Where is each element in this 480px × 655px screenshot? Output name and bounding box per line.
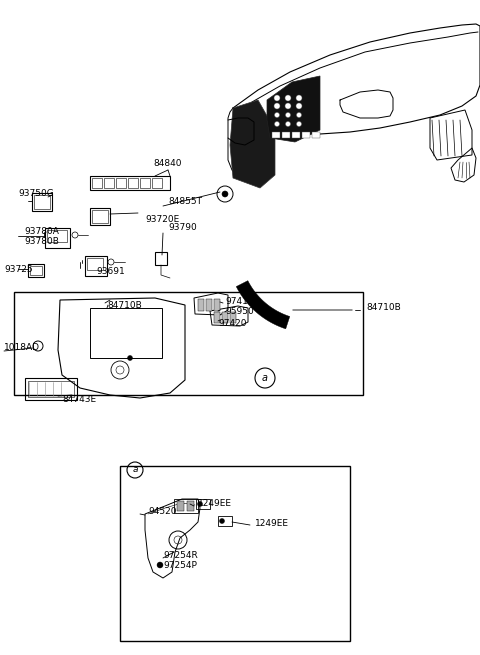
Circle shape (275, 121, 279, 126)
Bar (92, 178, 102, 188)
Text: a: a (262, 373, 268, 383)
Bar (155, 252, 167, 265)
Circle shape (285, 103, 291, 109)
Text: 97254P: 97254P (163, 561, 197, 571)
Circle shape (222, 191, 228, 197)
Bar (90, 308, 162, 358)
Bar (25, 378, 77, 400)
Text: 93780A: 93780A (24, 227, 59, 236)
Text: 1018AD: 1018AD (4, 343, 40, 352)
Bar (282, 132, 290, 138)
Circle shape (157, 562, 163, 568)
Circle shape (286, 113, 290, 117)
Bar (128, 178, 138, 188)
Text: 97254R: 97254R (163, 552, 198, 561)
Circle shape (197, 502, 203, 506)
Text: 84855T: 84855T (168, 198, 202, 206)
Bar (152, 178, 162, 188)
Text: 93720E: 93720E (145, 214, 179, 223)
Text: 94520: 94520 (148, 508, 177, 517)
Text: 1249EE: 1249EE (255, 519, 289, 529)
Bar (214, 312, 220, 323)
Text: 84840: 84840 (154, 159, 182, 168)
Bar (116, 178, 126, 188)
Bar (230, 312, 236, 323)
Text: 93750G: 93750G (18, 189, 54, 198)
Bar (87, 258, 103, 270)
Bar (214, 299, 220, 311)
Polygon shape (230, 100, 275, 188)
Bar (196, 499, 210, 509)
Polygon shape (236, 281, 290, 329)
Polygon shape (267, 76, 320, 142)
Bar (28, 264, 44, 277)
Bar (85, 256, 107, 276)
Text: 93691: 93691 (96, 267, 125, 276)
Circle shape (128, 356, 132, 360)
Circle shape (274, 95, 280, 101)
Bar (32, 193, 52, 211)
Bar (47, 230, 67, 242)
Text: 95950: 95950 (225, 307, 254, 316)
Text: 93725: 93725 (4, 265, 33, 274)
Text: 93790: 93790 (168, 223, 197, 233)
Text: 93780B: 93780B (24, 238, 59, 246)
Bar (218, 516, 232, 526)
Text: 1249EE: 1249EE (198, 498, 232, 508)
Bar (312, 132, 320, 138)
Bar (45, 228, 70, 248)
Bar (292, 132, 300, 138)
Text: 97420: 97420 (218, 318, 247, 328)
Bar (272, 132, 280, 138)
Circle shape (286, 121, 290, 126)
Circle shape (296, 103, 302, 109)
Bar (104, 178, 114, 188)
Bar (198, 299, 204, 311)
Bar (222, 312, 228, 323)
Bar (90, 176, 170, 190)
Circle shape (285, 95, 291, 101)
Bar (174, 499, 198, 513)
Bar (187, 501, 194, 511)
Bar (177, 501, 184, 511)
Circle shape (275, 113, 279, 117)
Text: a: a (132, 466, 138, 474)
Text: 84743E: 84743E (62, 394, 96, 403)
Text: 84710B: 84710B (366, 303, 401, 312)
Bar (92, 210, 108, 223)
Bar (28, 381, 74, 397)
Bar (206, 299, 212, 311)
Circle shape (296, 95, 302, 101)
Bar (34, 195, 50, 209)
Bar (140, 178, 150, 188)
Bar (302, 132, 310, 138)
Text: 97410B: 97410B (225, 297, 260, 307)
Bar (90, 208, 110, 225)
Circle shape (219, 519, 225, 523)
Bar (30, 266, 42, 275)
Bar (14, 292, 363, 395)
Text: 84710B: 84710B (107, 301, 142, 310)
Circle shape (297, 113, 301, 117)
Circle shape (297, 121, 301, 126)
Bar (120, 466, 350, 641)
Circle shape (274, 103, 280, 109)
